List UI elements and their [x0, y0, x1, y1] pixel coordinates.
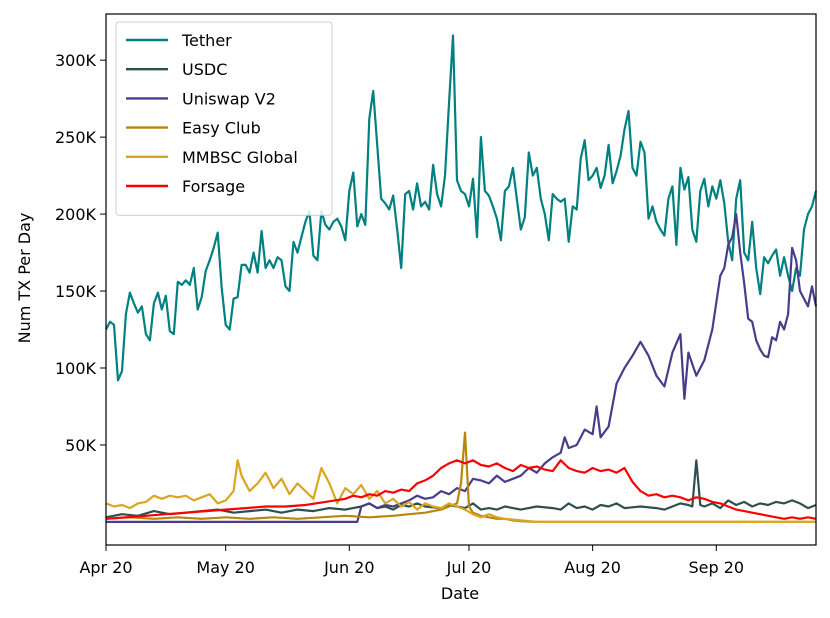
y-tick-label: 150K [55, 282, 97, 301]
plot-frame [105, 13, 817, 546]
y-axis-title: Num TX Per Day [15, 213, 34, 344]
legend-label: Forsage [182, 177, 245, 196]
legend-label: Tether [181, 31, 232, 50]
series-line-forsage [105, 459, 817, 520]
y-tick-label: 250K [55, 128, 97, 147]
y-tick-label: 300K [55, 51, 97, 70]
x-tick-label: Apr 20 [79, 558, 132, 577]
y-tick-label: 200K [55, 205, 97, 224]
x-axis: Apr 20 May 20 Jun 20 Jul 20 Aug 20 Sep 20 [79, 545, 744, 577]
y-axis: 50K 100K 150K 200K 250K 300K [55, 51, 106, 455]
series-line-tether [105, 34, 818, 382]
x-tick-label: May 20 [196, 558, 255, 577]
x-tick-label: Jun 20 [323, 558, 374, 577]
legend-label: MMBSC Global [182, 148, 298, 167]
series-line-uniswap-v2 [106, 213, 818, 523]
legend-label: Easy Club [182, 119, 261, 138]
legend-label: USDC [182, 60, 227, 79]
x-tick-label: Aug 20 [564, 558, 621, 577]
x-axis-title: Date [441, 584, 479, 603]
y-tick-label: 50K [65, 436, 96, 455]
x-tick-label: Sep 20 [688, 558, 744, 577]
x-tick-label: Jul 20 [446, 558, 492, 577]
legend-label: Uniswap V2 [182, 89, 276, 108]
legend: Tether USDC Uniswap V2 Easy Club MMBSC Globa… [115, 21, 333, 216]
legend-box [115, 21, 333, 216]
series-line-mmbsc-global [105, 459, 816, 523]
y-tick-label: 100K [55, 359, 97, 378]
plot-lines [105, 34, 818, 523]
